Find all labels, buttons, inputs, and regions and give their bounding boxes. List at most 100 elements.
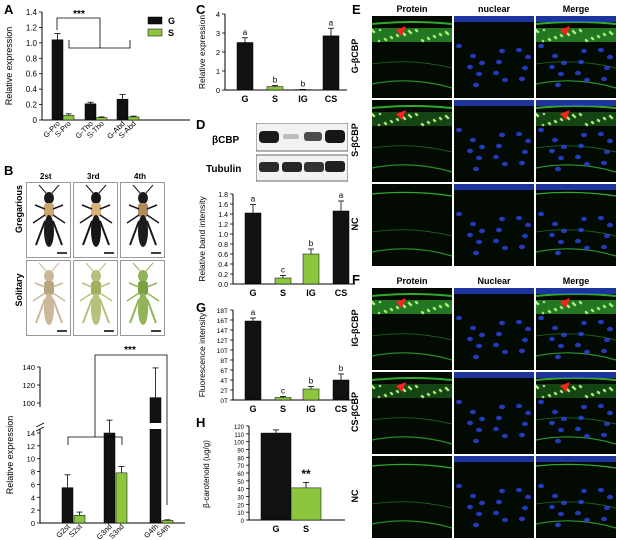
y-tick-label: 0.6 xyxy=(218,252,228,259)
bar-s xyxy=(266,86,284,91)
y-tick-label: 1.0 xyxy=(218,232,228,239)
sig-letter: b xyxy=(339,364,344,373)
stage-label-3rd: 3rd xyxy=(87,172,100,181)
sig-letter: a xyxy=(251,195,256,204)
bar-cs xyxy=(322,35,340,91)
micrograph xyxy=(536,456,616,538)
bar-ig xyxy=(302,388,320,401)
y-tick-label: 10T xyxy=(217,348,228,355)
panel-letter-h: H xyxy=(196,415,206,430)
micro-col-title: Protein xyxy=(396,276,428,286)
y-tick-label: 0.8 xyxy=(218,242,228,249)
y-tick-label: 1 xyxy=(216,67,220,76)
panel-f-microscopy: Protein Nuclear Merge IG-βCBP CS-βCBP NC xyxy=(350,276,617,538)
legend-label-s: S xyxy=(168,28,174,38)
y-tick-label: 18T xyxy=(217,308,228,315)
sig-bracket xyxy=(56,17,101,30)
micro-col-title: nuclear xyxy=(477,4,510,14)
chart-c: 0 1 2 3 4 Relative expression Ga Sb IG b CS a xyxy=(197,10,347,104)
sig-letter: c xyxy=(281,387,285,396)
micro-row-label: G-βCBP xyxy=(350,38,360,74)
bar-s-pro xyxy=(62,115,75,121)
y-tick-label: 1.4 xyxy=(218,212,228,219)
y-tick-label: 0.6 xyxy=(26,70,38,79)
grasshopper-photo xyxy=(73,260,118,336)
y-tick-label: 12T xyxy=(217,338,228,345)
micro-row-label: NC xyxy=(350,489,360,503)
micrograph xyxy=(536,184,616,266)
sig-letter: c xyxy=(281,266,285,275)
bar-g-pro xyxy=(51,39,64,121)
bar-s xyxy=(274,397,292,401)
grasshopper-photo xyxy=(26,182,71,258)
bar-g3nd xyxy=(103,432,116,524)
micrograph xyxy=(454,100,534,182)
sig-letter: a xyxy=(243,28,248,37)
row-label-solitary: Solitary xyxy=(14,273,24,307)
y-tick-label: 110 xyxy=(234,433,244,439)
x-tick-label: IG xyxy=(306,404,316,414)
sig-letter: b xyxy=(309,377,314,386)
western-blot xyxy=(256,123,348,182)
panel-letter-a: A xyxy=(4,2,14,17)
y-tick-label: 14 xyxy=(27,429,35,438)
y-tick-label: 4T xyxy=(220,378,228,385)
y-tick-label: 0 xyxy=(31,519,35,528)
panel-letter-d: D xyxy=(196,117,206,132)
micrograph xyxy=(372,288,452,370)
bar-ig xyxy=(302,253,320,285)
y-tick-label: 1.6 xyxy=(218,202,228,209)
y-tick-label: 10 xyxy=(27,455,35,464)
grasshopper-photo xyxy=(120,182,165,258)
micrograph xyxy=(536,100,616,182)
y-tick-label: 140 xyxy=(22,363,35,372)
y-tick-label: 1.8 xyxy=(218,192,228,199)
micro-col-title: Protein xyxy=(396,4,428,14)
sig-letter: a xyxy=(339,191,344,200)
y-tick-label: 14T xyxy=(217,328,228,335)
axis-break xyxy=(35,422,45,428)
x-tick-label: G xyxy=(272,524,279,534)
y-tick-label: 70 xyxy=(237,464,244,470)
x-tick-label: G xyxy=(241,94,248,104)
blot-label-bcbp: βCBP xyxy=(212,135,240,146)
sig-letter: a xyxy=(251,308,256,317)
y-tick-label: 4 xyxy=(216,10,220,19)
y-axis-label: Relative expression xyxy=(4,27,14,106)
sig-bracket-top xyxy=(95,354,168,505)
y-tick-label: 0T xyxy=(220,398,228,405)
x-tick-label: CS xyxy=(325,94,338,104)
bar-g2st xyxy=(61,487,74,524)
y-tick-label: 0 xyxy=(241,519,245,525)
significance-label: *** xyxy=(73,9,85,20)
row-label-gregarious: Gregarious xyxy=(14,185,24,234)
bar-g4th xyxy=(149,397,162,524)
bar-s2st xyxy=(73,515,86,524)
bar-s xyxy=(290,487,322,521)
y-tick-label: 0.4 xyxy=(218,262,228,269)
y-tick-label: 1.2 xyxy=(26,23,38,32)
y-tick-label: 40 xyxy=(237,488,244,494)
x-tick-label: S xyxy=(303,524,309,534)
stage-label-2st: 2st xyxy=(40,172,52,181)
y-tick-label: 6T xyxy=(220,368,228,375)
y-tick-label: 0 xyxy=(216,86,220,95)
x-tick-label: S xyxy=(272,94,278,104)
grasshopper-photo xyxy=(73,182,118,258)
grasshopper-photo xyxy=(26,260,71,336)
sig-letter: a xyxy=(329,18,334,27)
panel-letter-f: F xyxy=(352,272,360,287)
y-axis-label: Fluorescence intensity xyxy=(197,312,207,397)
bar-g xyxy=(236,42,254,91)
micrograph xyxy=(454,184,534,266)
x-tick-label: IG xyxy=(298,94,308,104)
legend-swatch-s xyxy=(147,28,163,37)
bar-s4th xyxy=(161,520,174,524)
y-tick-label: 0.2 xyxy=(218,272,228,279)
x-tick-label: S xyxy=(280,288,286,298)
y-tick-label: 90 xyxy=(237,449,244,455)
bar-s xyxy=(274,277,292,285)
y-tick-label: 0.0 xyxy=(218,282,228,289)
y-tick-label: 2 xyxy=(216,48,220,57)
